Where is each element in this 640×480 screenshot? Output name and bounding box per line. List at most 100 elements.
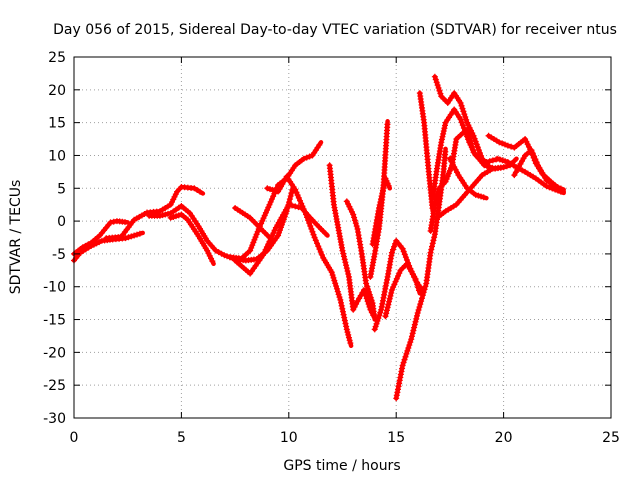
data-point bbox=[546, 184, 553, 191]
data-point bbox=[440, 128, 447, 135]
data-point bbox=[262, 246, 269, 253]
data-point bbox=[341, 256, 348, 263]
data-point bbox=[385, 182, 392, 189]
data-point bbox=[523, 138, 530, 145]
series-sat-track-11 bbox=[343, 198, 378, 322]
data-point bbox=[375, 315, 382, 322]
data-point bbox=[304, 214, 311, 221]
data-point bbox=[378, 193, 385, 200]
data-point bbox=[460, 108, 467, 115]
data-point bbox=[382, 313, 389, 320]
x-tick-label: 25 bbox=[602, 430, 620, 446]
data-point bbox=[318, 251, 325, 258]
data-point bbox=[435, 84, 442, 91]
data-point bbox=[311, 234, 318, 241]
data-point bbox=[504, 142, 511, 149]
data-point bbox=[383, 307, 390, 314]
y-tick-label: 25 bbox=[48, 50, 66, 66]
data-point bbox=[389, 246, 396, 253]
data-point bbox=[363, 280, 370, 287]
y-tick-label: -10 bbox=[43, 280, 66, 296]
series-sat-track-20 bbox=[431, 73, 493, 171]
data-point bbox=[478, 193, 485, 200]
data-point bbox=[339, 308, 346, 315]
data-point bbox=[263, 243, 270, 250]
data-point bbox=[381, 181, 388, 188]
data-point bbox=[557, 185, 564, 192]
data-point bbox=[299, 203, 306, 210]
data-point bbox=[485, 163, 492, 170]
data-point bbox=[340, 311, 347, 318]
data-point bbox=[471, 135, 478, 142]
data-point bbox=[271, 227, 278, 234]
data-point bbox=[391, 243, 398, 250]
data-point bbox=[377, 309, 384, 316]
data-point bbox=[341, 317, 348, 324]
data-point bbox=[351, 214, 358, 221]
data-point bbox=[408, 333, 415, 340]
data-point bbox=[443, 175, 450, 182]
data-point bbox=[441, 125, 448, 132]
data-point bbox=[269, 186, 276, 193]
data-point bbox=[292, 186, 299, 193]
data-point bbox=[162, 211, 169, 218]
data-point bbox=[259, 217, 266, 224]
data-point bbox=[270, 193, 277, 200]
data-point bbox=[529, 150, 536, 157]
data-point bbox=[458, 102, 465, 109]
data-point bbox=[249, 242, 256, 249]
data-point bbox=[350, 211, 357, 218]
data-point bbox=[430, 237, 437, 244]
data-point bbox=[342, 320, 349, 327]
data-point bbox=[275, 232, 282, 239]
data-point bbox=[172, 191, 179, 198]
data-point bbox=[459, 122, 466, 129]
data-point bbox=[221, 252, 228, 259]
data-point bbox=[265, 204, 272, 211]
data-point bbox=[463, 116, 470, 123]
data-point bbox=[351, 217, 358, 224]
axis-ticks bbox=[73, 56, 612, 419]
data-point bbox=[197, 188, 204, 195]
data-point bbox=[384, 121, 391, 128]
plot-frame bbox=[73, 56, 612, 419]
data-point bbox=[288, 190, 295, 197]
data-point bbox=[395, 272, 402, 279]
data-point bbox=[343, 198, 350, 205]
data-point bbox=[371, 326, 378, 333]
data-point bbox=[164, 210, 171, 217]
series-sat-track-15 bbox=[369, 175, 393, 248]
data-point bbox=[471, 149, 478, 156]
data-point bbox=[500, 164, 507, 171]
data-point bbox=[156, 212, 163, 219]
data-point bbox=[266, 234, 273, 241]
data-point bbox=[260, 252, 267, 259]
data-point bbox=[396, 270, 403, 277]
data-point bbox=[412, 318, 419, 325]
data-point bbox=[434, 82, 441, 89]
data-point bbox=[403, 350, 410, 357]
data-point bbox=[310, 231, 317, 238]
data-point bbox=[303, 154, 310, 161]
data-point bbox=[503, 163, 510, 170]
data-point bbox=[170, 213, 177, 220]
series-sat-track-25 bbox=[511, 147, 566, 192]
data-point bbox=[297, 197, 304, 204]
data-point bbox=[466, 139, 473, 146]
series-sat-track-09 bbox=[264, 173, 354, 349]
data-point bbox=[391, 281, 398, 288]
data-point bbox=[159, 212, 166, 219]
y-tick-label: 15 bbox=[48, 116, 66, 132]
data-point bbox=[528, 147, 535, 154]
data-point bbox=[333, 283, 340, 290]
data-point bbox=[401, 356, 408, 363]
series-sat-track-08 bbox=[232, 204, 274, 242]
x-tick-labels: 0 5 10 15 20 25 bbox=[70, 430, 620, 446]
data-point bbox=[431, 73, 438, 80]
data-point bbox=[335, 291, 342, 298]
data-point bbox=[412, 275, 419, 282]
data-point bbox=[376, 312, 383, 319]
data-point bbox=[376, 202, 383, 209]
data-point bbox=[364, 283, 371, 290]
